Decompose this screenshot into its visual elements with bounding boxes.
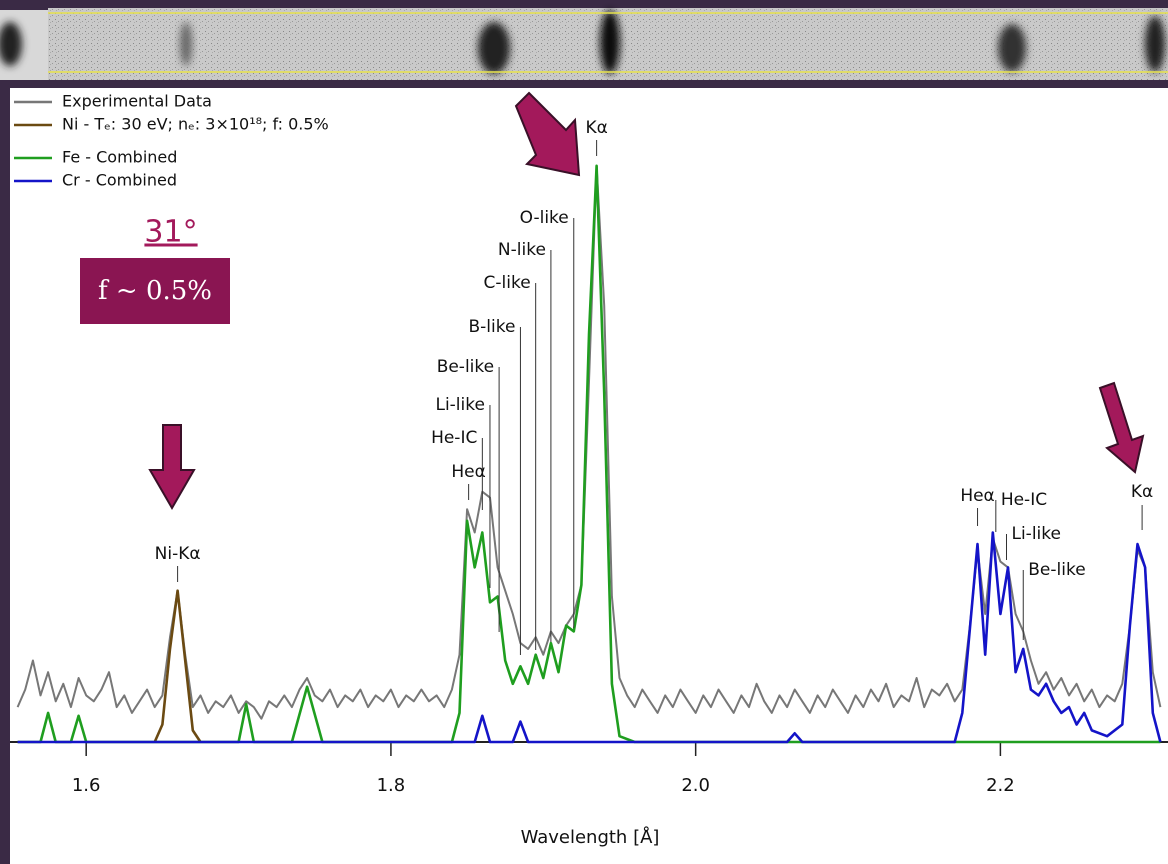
line-label: Kα <box>1131 482 1153 502</box>
line-label: Li-like <box>435 395 484 415</box>
page: {"chart_data":{"type":"line","xlabel":"W… <box>0 0 1168 864</box>
x-tick-label: 2.2 <box>986 775 1015 796</box>
x-tick-label: 2.0 <box>681 775 710 796</box>
line-label: C-like <box>484 273 531 293</box>
x-tick-label: 1.8 <box>377 775 406 796</box>
legend-label: Ni - Tₑ: 30 eV; nₑ: 3×10¹⁸; f: 0.5% <box>62 115 329 134</box>
line-label: Be-like <box>437 357 494 377</box>
legend-label: Fe - Combined <box>62 148 177 167</box>
legend-label: Cr - Combined <box>62 171 177 190</box>
line-label: Heα <box>451 462 485 482</box>
line-label: O-like <box>520 208 569 228</box>
detector-strip <box>0 0 1168 88</box>
line-label: Heα <box>960 486 994 506</box>
x-tick-label: 1.6 <box>72 775 101 796</box>
x-axis-title: Wavelength [Å] <box>521 826 660 848</box>
line-label: Ni-Kα <box>155 544 201 564</box>
line-label: B-like <box>468 317 515 337</box>
legend-label: Experimental Data <box>62 92 212 111</box>
line-label: He-IC <box>431 428 477 448</box>
fraction-label: f ~ 0.5% <box>98 276 212 306</box>
line-label: Li-like <box>1011 524 1060 544</box>
slide: 31° f ~ 0.5% Wavelength [Å] 1.6 1.8 2.0 2.2… <box>0 0 1168 864</box>
line-label: Kα <box>585 118 607 138</box>
angle-label: 31° <box>144 215 197 250</box>
line-label: Be-like <box>1028 560 1085 580</box>
line-label: N-like <box>498 240 546 260</box>
line-label: He-IC <box>1001 490 1047 510</box>
